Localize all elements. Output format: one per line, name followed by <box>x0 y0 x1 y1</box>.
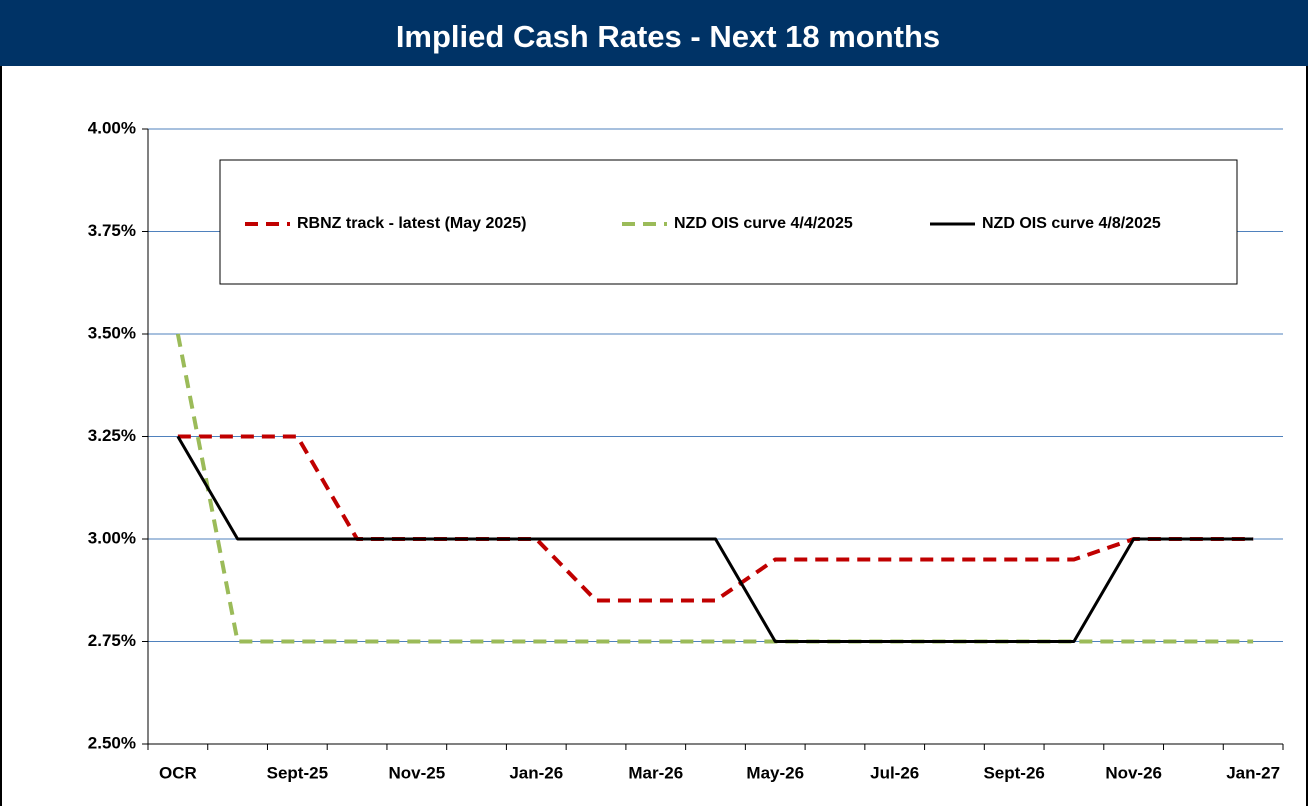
y-tick-label: 2.75% <box>88 631 136 650</box>
y-tick-label: 4.00% <box>88 118 136 137</box>
series-line <box>177 434 1254 603</box>
x-tick-label: May-26 <box>746 763 804 782</box>
x-tick-label: Sept-26 <box>983 763 1044 782</box>
x-tick-label: Jul-26 <box>870 763 919 782</box>
x-tick-label: Mar-26 <box>628 763 683 782</box>
legend-label: RBNZ track - latest (May 2025) <box>297 215 526 232</box>
y-tick-label: 3.00% <box>88 528 136 547</box>
y-tick-label: 3.75% <box>88 221 136 240</box>
x-tick-label: Sept-25 <box>267 763 328 782</box>
y-tick-label: 3.50% <box>88 323 136 342</box>
x-tick-label: Jan-26 <box>509 763 563 782</box>
y-tick-label: 3.25% <box>88 426 136 445</box>
y-tick-label: 2.50% <box>88 733 136 752</box>
series-line <box>175 333 1254 644</box>
x-tick-label: Jan-27 <box>1226 763 1280 782</box>
legend-box <box>219 159 1238 285</box>
series-line <box>176 435 1254 643</box>
x-tick-label: Nov-26 <box>1105 763 1162 782</box>
x-tick-label: Nov-25 <box>388 763 445 782</box>
legend-label: NZD OIS curve 4/8/2025 <box>982 215 1161 232</box>
legend-label: NZD OIS curve 4/4/2025 <box>674 215 853 232</box>
chart-title: Implied Cash Rates - Next 18 months <box>396 19 940 54</box>
x-tick-label: OCR <box>159 763 197 782</box>
title-bar <box>0 0 1308 66</box>
